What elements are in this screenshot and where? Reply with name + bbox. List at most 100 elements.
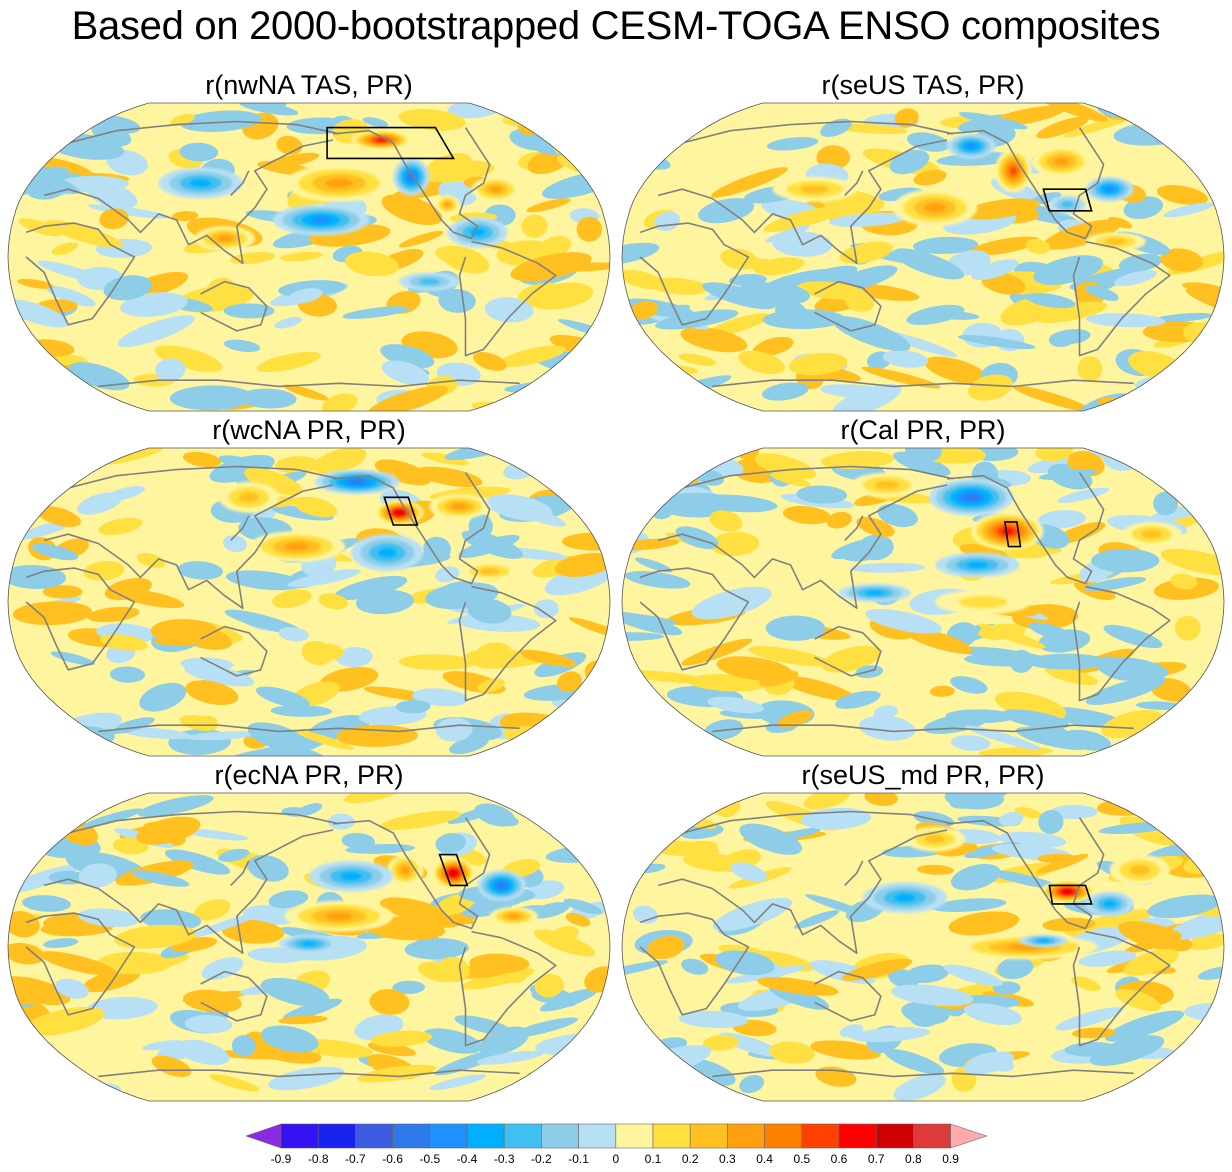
coastline — [712, 724, 1134, 733]
weak-anomaly-patch — [186, 731, 258, 741]
weak-anomaly-patch — [968, 374, 1013, 401]
weak-anomaly-patch — [924, 356, 989, 385]
weak-anomaly-patch — [757, 977, 839, 996]
weak-anomaly-patch — [270, 505, 334, 521]
map-field — [8, 103, 610, 411]
weak-anomaly-patch — [530, 902, 570, 919]
weak-anomaly-patch — [1163, 202, 1214, 218]
negative-correlation-region — [419, 278, 440, 285]
weak-anomaly-patch — [1166, 382, 1192, 399]
weak-anomaly-patch — [655, 309, 739, 330]
weak-anomaly-patch — [1055, 1007, 1124, 1031]
weak-anomaly-patch — [244, 467, 303, 496]
weak-anomaly-patch — [1188, 793, 1224, 808]
weak-anomaly-patch — [179, 142, 219, 162]
colorbar-segment — [875, 1123, 914, 1149]
weak-anomaly-patch — [1036, 116, 1089, 139]
weak-anomaly-patch — [761, 382, 809, 401]
map-panel-cal-pr — [621, 447, 1225, 757]
coastline — [230, 860, 250, 886]
map-panel-nwna-tas — [7, 102, 611, 412]
weak-anomaly-patch — [1038, 103, 1109, 122]
negative-correlation-region — [964, 494, 979, 501]
weak-anomaly-patch — [255, 686, 311, 709]
weak-anomaly-patch — [1012, 385, 1092, 411]
weak-anomaly-patch — [1105, 1010, 1185, 1042]
weak-anomaly-patch — [763, 206, 845, 232]
weak-anomaly-patch — [715, 950, 775, 976]
weak-anomaly-patch — [39, 951, 117, 976]
weak-anomaly-patch — [1147, 894, 1221, 919]
weak-anomaly-patch — [978, 623, 1046, 649]
weak-anomaly-patch — [225, 570, 303, 591]
weak-anomaly-patch — [221, 919, 285, 944]
weak-anomaly-patch — [680, 327, 748, 353]
positive-correlation-region — [400, 866, 410, 874]
colorbar-tick-label: 0.3 — [719, 1152, 736, 1166]
weak-anomaly-patch — [521, 214, 548, 238]
weak-anomaly-patch — [716, 656, 793, 682]
weak-anomaly-patch — [119, 727, 192, 740]
weak-anomaly-patch — [114, 924, 197, 949]
weak-anomaly-patch — [553, 117, 597, 129]
weak-anomaly-patch — [374, 459, 431, 486]
weak-anomaly-patch — [8, 942, 45, 965]
weak-anomaly-patch — [929, 685, 955, 697]
weak-anomaly-patch — [950, 676, 988, 694]
weak-anomaly-patch — [1103, 624, 1163, 649]
weak-anomaly-patch — [575, 811, 610, 829]
weak-anomaly-patch — [191, 913, 258, 938]
weak-anomaly-patch — [821, 645, 881, 673]
weak-anomaly-patch — [584, 966, 610, 993]
weak-anomaly-patch — [796, 485, 848, 504]
colorbar-tick-label: 0.1 — [645, 1152, 662, 1166]
weak-anomaly-patch — [528, 461, 578, 476]
negative-correlation-region — [1104, 186, 1115, 192]
positive-correlation-region — [1141, 530, 1162, 539]
weak-anomaly-patch — [681, 958, 709, 975]
weak-anomaly-patch — [964, 725, 1041, 751]
weak-anomaly-patch — [272, 589, 312, 609]
coastline — [712, 379, 1134, 388]
coastline — [25, 567, 136, 671]
colorbar-segment — [838, 1123, 877, 1149]
weak-anomaly-patch — [1115, 988, 1162, 1012]
weak-anomaly-patch — [9, 351, 40, 367]
weak-anomaly-patch — [183, 989, 242, 1013]
weak-anomaly-patch — [13, 1071, 89, 1094]
weak-anomaly-patch — [185, 680, 239, 706]
weak-anomaly-patch — [461, 530, 523, 559]
colorbar-tick-label: -0.3 — [494, 1152, 515, 1166]
colorbar-segment — [689, 1123, 728, 1149]
weak-anomaly-patch — [210, 1050, 293, 1060]
weak-anomaly-patch — [739, 1075, 765, 1094]
weak-anomaly-patch — [1140, 108, 1178, 132]
weak-anomaly-patch — [1083, 577, 1147, 591]
weak-anomaly-patch — [709, 510, 743, 532]
weak-anomaly-patch — [662, 798, 689, 811]
positive-correlation-region — [874, 480, 899, 490]
weak-anomaly-patch — [698, 198, 755, 224]
weak-anomaly-patch — [8, 976, 71, 1006]
weak-anomaly-patch — [671, 1093, 705, 1101]
positive-correlation-region — [444, 202, 451, 207]
weak-anomaly-patch — [907, 132, 950, 152]
colorbar-segment — [355, 1123, 393, 1149]
weak-anomaly-patch — [177, 561, 224, 580]
weak-anomaly-patch — [526, 198, 571, 213]
weak-anomaly-patch — [948, 911, 1020, 936]
region-box — [326, 126, 455, 160]
map-field — [622, 103, 1224, 411]
positive-correlation-region — [285, 542, 309, 551]
weak-anomaly-patch — [155, 358, 186, 382]
weak-anomaly-patch — [534, 929, 596, 957]
coastline — [1072, 240, 1171, 357]
weak-anomaly-patch — [538, 727, 593, 752]
weak-anomaly-patch — [268, 1066, 345, 1091]
negative-correlation-region — [301, 941, 317, 947]
coastline — [43, 829, 334, 954]
colorbar-tick-label: -0.9 — [271, 1152, 292, 1166]
weak-anomaly-patch — [539, 988, 598, 1012]
coastline — [1072, 585, 1171, 702]
weak-anomaly-patch — [711, 167, 788, 198]
